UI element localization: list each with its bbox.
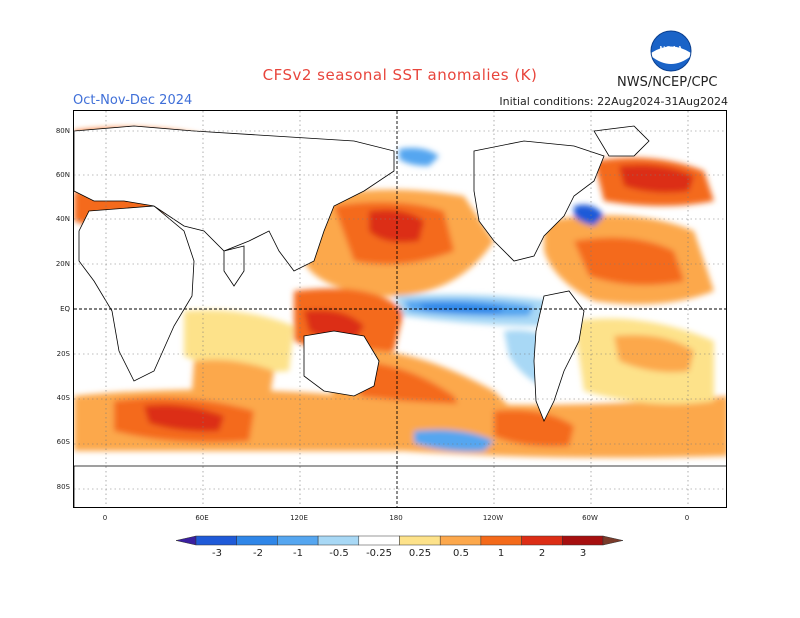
lon-label: 60W	[582, 514, 598, 522]
lat-label: 60N	[55, 171, 70, 179]
sst-anomaly-map	[73, 110, 727, 508]
colorbar-swatch	[439, 535, 482, 546]
lat-label: 20S	[56, 350, 70, 358]
map-title: CFSv2 seasonal SST anomalies (K)	[262, 66, 538, 84]
lon-label: 0	[102, 514, 108, 522]
colorbar-swatch	[358, 535, 400, 546]
lat-label: 80S	[56, 483, 70, 491]
colorbar-swatch	[480, 535, 522, 546]
agency-label: NWS/NCEP/CPC	[617, 75, 718, 90]
colorbar-tick-label: -0.5	[329, 548, 349, 559]
colorbar-tick-label: 0.5	[453, 548, 469, 559]
colorbar-tick-label: 2	[538, 548, 546, 559]
colorbar-swatch	[399, 535, 441, 546]
colorbar-swatch	[317, 535, 360, 546]
season-label: Oct-Nov-Dec 2024	[73, 93, 193, 108]
lat-label: 40N	[55, 215, 70, 223]
lon-label: 180	[389, 514, 403, 522]
colorbar-swatch	[195, 535, 237, 546]
graticule	[74, 111, 726, 507]
lat-label: 80N	[55, 127, 70, 135]
lat-label: EQ	[60, 305, 70, 313]
lon-label: 60E	[195, 514, 209, 522]
lon-label: 120W	[482, 514, 504, 522]
initial-conditions-label: Initial conditions: 22Aug2024-31Aug2024	[499, 95, 728, 108]
colorbar-tick-label: -2	[253, 548, 263, 559]
colorbar-max-arrow	[602, 535, 624, 546]
lat-label: 20N	[55, 260, 70, 268]
colorbar-swatch	[562, 535, 604, 546]
colorbar-tick-label: 0.25	[408, 548, 432, 559]
lat-label: 40S	[56, 394, 70, 402]
logo-text: NOAA	[659, 45, 683, 54]
colorbar-tick-label: 3	[579, 548, 587, 559]
colorbar-tick-label: -1	[293, 548, 303, 559]
colorbar-tick-label: -3	[212, 548, 222, 559]
colorbar-swatch	[277, 535, 319, 546]
lon-label: 0	[684, 514, 690, 522]
land-outlines	[74, 125, 726, 507]
colorbar-tick-label: 1	[497, 548, 505, 559]
colorbar-swatch	[236, 535, 278, 546]
map-canvas	[74, 111, 726, 507]
colorbar-swatch	[521, 535, 563, 546]
colorbar-min-arrow	[175, 535, 197, 546]
lat-label: 60S	[56, 438, 70, 446]
lon-label: 120E	[290, 514, 308, 522]
colorbar-tick-label: -0.25	[366, 548, 392, 559]
noaa-logo: NOAA	[650, 30, 692, 72]
